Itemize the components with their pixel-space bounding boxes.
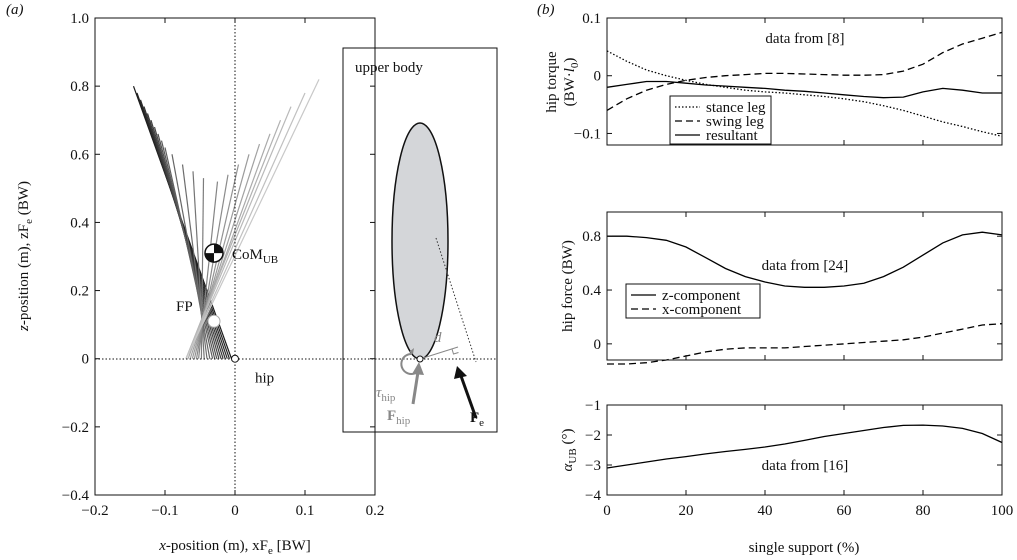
x-axis-label: single support (%) — [749, 540, 860, 556]
label-part: (°) — [560, 429, 576, 449]
y-axis-label: (BW·l0) — [562, 58, 581, 107]
label-part: F — [387, 408, 396, 424]
upper-body — [392, 123, 448, 359]
y-axis-label: hip force (BW) — [560, 240, 576, 332]
x-tick-label: 0 — [231, 503, 239, 519]
y-tick-label: 0.2 — [70, 284, 89, 300]
y-tick-label: −0.4 — [62, 488, 90, 504]
annotation: data from [24] — [762, 258, 849, 274]
annotation: data from [16] — [762, 458, 849, 474]
hip-marker — [232, 355, 239, 362]
legend-label: resultant — [706, 128, 758, 144]
point-label: CoMUB — [232, 247, 278, 266]
y-axis-label: hip torque — [544, 51, 560, 113]
x-tick-label: 20 — [679, 503, 694, 519]
y-tick-label: 0.6 — [70, 147, 89, 163]
point-label: hip — [255, 371, 274, 387]
plot-frame — [607, 405, 1002, 495]
y-tick-label: −1 — [585, 398, 601, 414]
label-part: ) — [562, 58, 578, 63]
panel-label: (b) — [537, 2, 555, 18]
y-tick-label: 0.4 — [582, 283, 601, 299]
inset-title: upper body — [355, 60, 423, 76]
label-part: -position (m), zF — [16, 224, 32, 325]
force-vector — [186, 93, 305, 359]
label-part: e — [479, 417, 484, 429]
fp-marker — [208, 315, 220, 327]
series-line — [607, 51, 1002, 136]
lever-label: d — [434, 330, 442, 346]
hip-joint — [417, 356, 423, 362]
label-part: hip — [381, 392, 396, 404]
force-vector — [186, 79, 319, 358]
x-tick-label: −0.1 — [151, 503, 178, 519]
x-tick-label: −0.2 — [81, 503, 108, 519]
label-part: CoM — [232, 247, 263, 263]
point-label: FP — [176, 299, 193, 315]
legend-label: x-component — [662, 302, 742, 318]
force-vector — [186, 107, 291, 359]
figure: (a) (b) x-position (m), xFe [BW] z-posit… — [0, 0, 1017, 560]
y-tick-label: 0.4 — [70, 215, 89, 231]
label-part: (BW· — [562, 72, 578, 106]
annotation: data from [8] — [765, 31, 844, 47]
y-tick-label: −3 — [585, 458, 601, 474]
y-tick-label: 0 — [594, 69, 602, 85]
y-tick-label: 1.0 — [70, 11, 89, 27]
x-tick-label: 80 — [916, 503, 931, 519]
x-tick-label: 0.2 — [366, 503, 385, 519]
y-tick-label: 0.8 — [70, 79, 89, 95]
y-tick-label: −0.1 — [574, 126, 601, 142]
x-tick-label: 0 — [603, 503, 611, 519]
label-part: [BW] — [273, 538, 311, 554]
y-tick-label: 0.1 — [582, 11, 601, 27]
x-tick-label: 40 — [758, 503, 773, 519]
inset: upper body d τhip Fhip Fe — [95, 48, 497, 432]
label-part: (BW) — [16, 181, 32, 219]
y-tick-label: −4 — [585, 488, 601, 504]
force-vector — [172, 154, 210, 358]
y-tick-label: 0.8 — [582, 229, 601, 245]
y-axis-label: αUB (°) — [560, 429, 579, 472]
panel-label: (a) — [6, 2, 24, 18]
x-tick-label: 0.1 — [296, 503, 315, 519]
label-part: UB — [263, 254, 278, 266]
y-axis-label: z-position (m), zFe (BW) — [16, 181, 35, 332]
x-tick-label: 100 — [991, 503, 1014, 519]
y-tick-label: 0 — [594, 337, 602, 353]
x-tick-label: 60 — [837, 503, 852, 519]
series-line — [607, 324, 1002, 364]
y-tick-label: −2 — [585, 428, 601, 444]
label-part: -position (m), xF — [166, 538, 268, 554]
y-tick-label: 0 — [82, 352, 90, 368]
y-tick-label: −0.2 — [62, 420, 89, 436]
label-part: UB — [567, 448, 579, 463]
force-vector — [186, 120, 281, 359]
vector-fan — [134, 79, 320, 358]
x-axis-label: x-position (m), xFe [BW] — [158, 538, 311, 557]
label-part: hip — [396, 415, 411, 427]
label-part: F — [470, 410, 479, 426]
